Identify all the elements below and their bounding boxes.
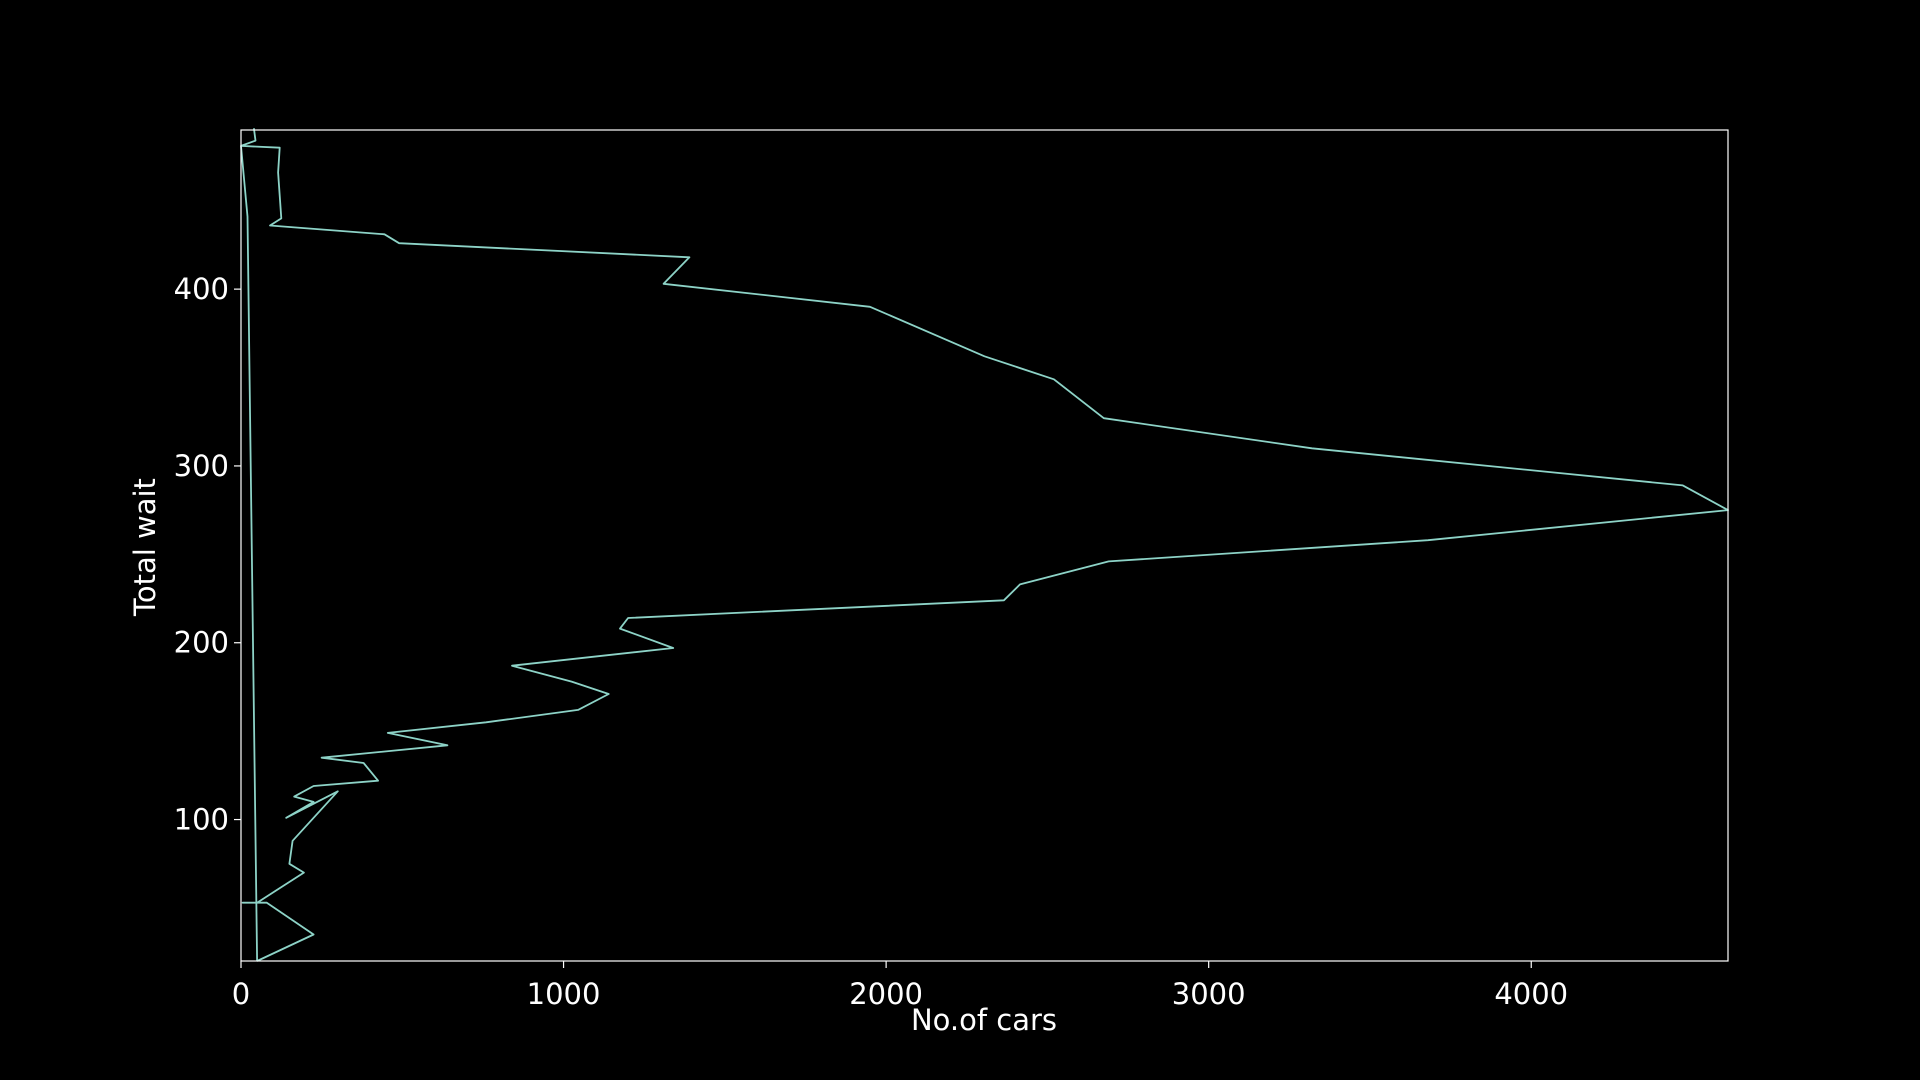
y-tick-label: 100 — [174, 803, 229, 837]
y-axis-ticks: 100 200 300 400 — [174, 272, 241, 837]
y-tick-label: 400 — [174, 272, 229, 306]
y-tick-label: 300 — [174, 449, 229, 483]
x-tick-label: 4000 — [1494, 977, 1568, 1011]
x-tick-label: 3000 — [1172, 977, 1246, 1011]
x-axis-ticks: 0 1000 2000 3000 4000 — [232, 961, 1568, 1011]
x-tick-label: 0 — [232, 977, 250, 1011]
series-line-1 — [240, 128, 1729, 962]
x-tick-label: 1000 — [527, 977, 601, 1011]
y-axis-label: Total wait — [128, 478, 162, 617]
x-tick-label: 2000 — [849, 977, 923, 1011]
plot-frame — [240, 129, 1729, 962]
series-layer — [240, 128, 1729, 962]
series-line-2 — [240, 145, 258, 962]
x-axis-label: No.of cars — [911, 1003, 1057, 1037]
y-tick-label: 200 — [174, 626, 229, 660]
